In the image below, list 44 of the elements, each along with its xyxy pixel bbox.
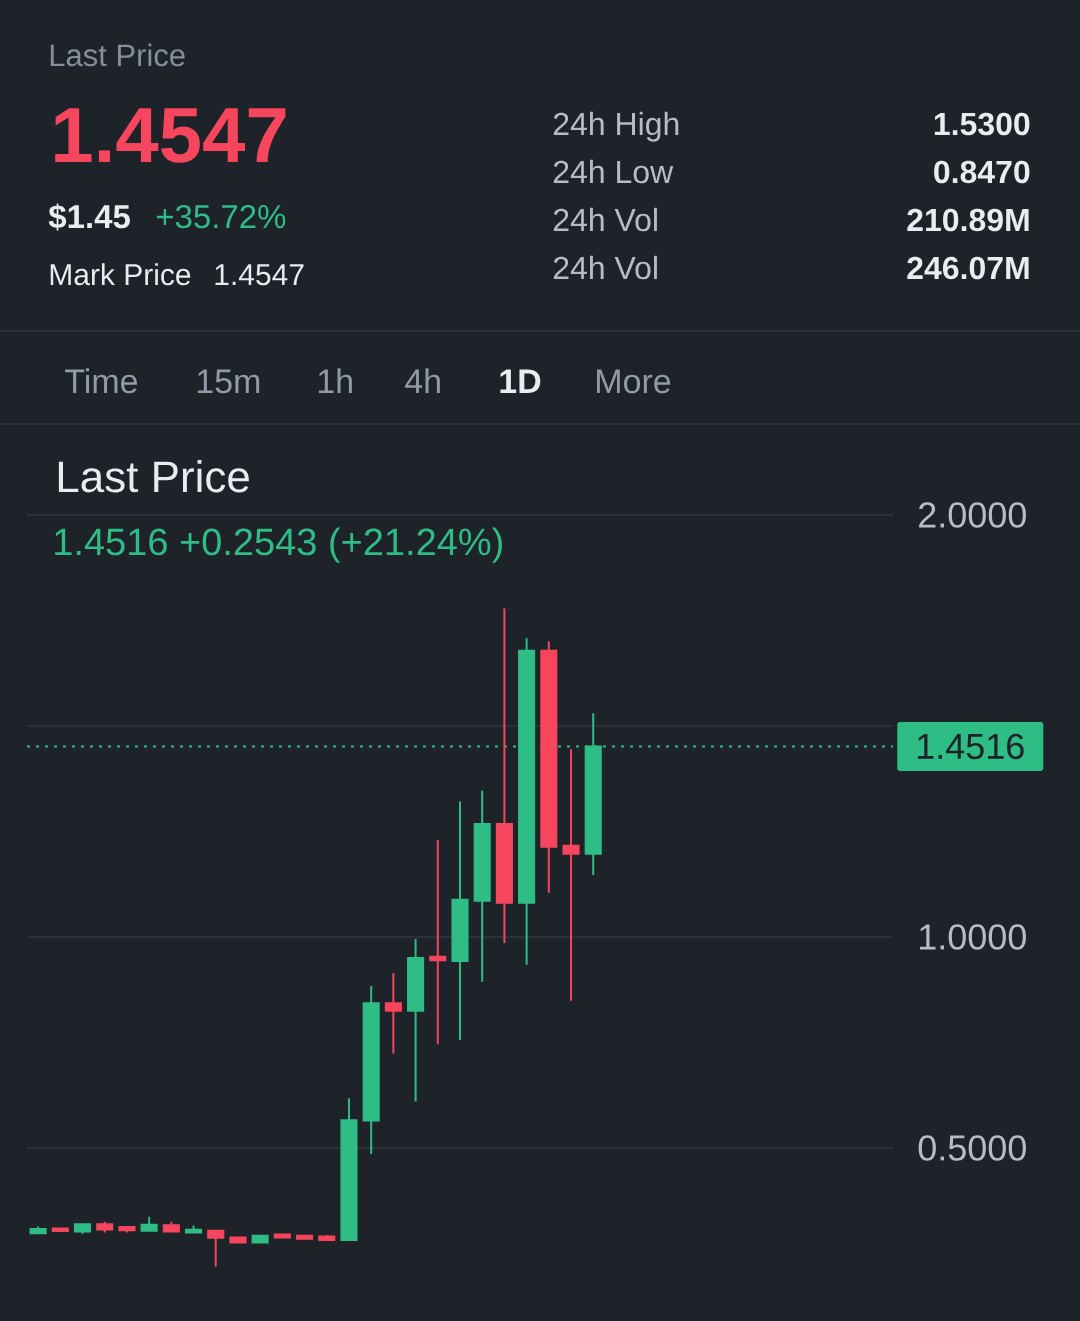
candlestick <box>296 1233 314 1240</box>
text: 4h <box>405 368 440 393</box>
y-tick-label: 2.0000 <box>919 502 1026 528</box>
text: Last Price <box>50 43 185 67</box>
candlestick <box>451 800 469 1041</box>
y-tick-label: 1.0000 <box>920 924 1026 950</box>
candlestick <box>140 1215 158 1232</box>
candlestick <box>273 1232 291 1239</box>
candlestick <box>518 637 536 966</box>
candlestick <box>407 938 425 1103</box>
candlestick <box>29 1225 47 1235</box>
text: Time <box>65 368 138 394</box>
text: 1.4547 <box>55 108 286 163</box>
chart-title: Last Price <box>58 460 249 493</box>
text: 15m <box>197 369 260 394</box>
candlestick <box>73 1222 92 1235</box>
text: +35.72% <box>156 204 286 229</box>
candlestick <box>162 1220 180 1233</box>
text: 1.4547 <box>215 264 304 286</box>
candlestick <box>184 1224 203 1234</box>
text: 246.07M <box>907 256 1029 280</box>
text: 1h <box>318 368 352 393</box>
candlestick <box>429 838 447 1046</box>
ref-line-label: 1.4516 <box>917 733 1024 760</box>
y-tick-label: 0.5000 <box>918 1135 1026 1161</box>
text: Mark Price <box>50 263 191 286</box>
chart-subtitle: 1.4516 +0.2543 (+21.24%) <box>55 527 502 563</box>
text: 24h High <box>553 111 679 142</box>
candlestick <box>362 984 380 1155</box>
candlestick <box>251 1233 269 1244</box>
text: 1D <box>500 369 541 393</box>
text: $1.45 <box>48 203 130 231</box>
text: More <box>597 369 671 394</box>
candlestick <box>473 789 491 983</box>
text: 24h Vol <box>553 207 657 232</box>
text: 0.8470 <box>934 160 1030 184</box>
text: 24h Vol <box>553 255 657 280</box>
candlestick <box>562 748 580 1002</box>
candlestick <box>340 1097 358 1241</box>
text: 210.89M <box>907 208 1029 232</box>
text: 24h Low <box>553 159 674 184</box>
candlestick <box>229 1236 247 1245</box>
text: 1.5300 <box>934 112 1030 136</box>
candlestick <box>384 972 402 1055</box>
